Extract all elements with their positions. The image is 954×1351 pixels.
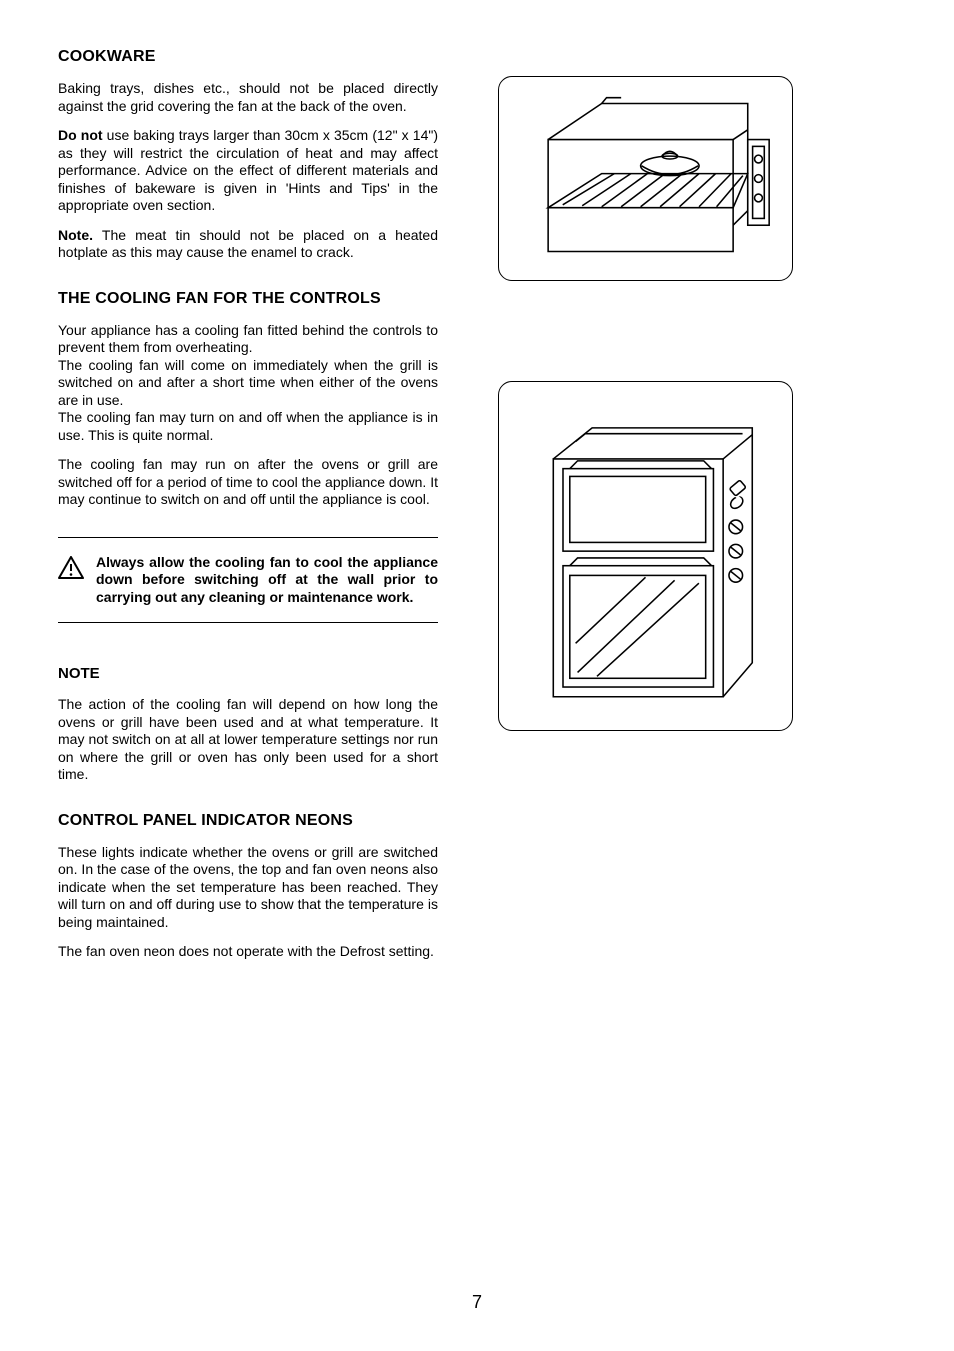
cooling-p4: The cooling fan may run on after the ove… <box>58 456 438 509</box>
cookware-p2-rest: use baking trays larger than 30cm x 35cm… <box>58 127 438 213</box>
page-number: 7 <box>0 1292 954 1313</box>
note-bold: Note. <box>58 227 93 243</box>
heading-neons: CONTROL PANEL INDICATOR NEONS <box>58 812 438 830</box>
figure-double-oven <box>498 381 793 731</box>
warning-block: Always allow the cooling fan to cool the… <box>58 552 438 609</box>
page-content: COOKWARE Baking trays, dishes etc., shou… <box>0 0 954 1013</box>
warning-triangle-icon <box>58 556 84 580</box>
figure-oven-tray <box>498 76 793 281</box>
cookware-p3: Note. The meat tin should not be placed … <box>58 227 438 262</box>
oven-tray-illustration-icon <box>509 86 782 271</box>
double-oven-illustration-icon <box>509 391 782 721</box>
note-p1: The action of the cooling fan will depen… <box>58 696 438 784</box>
cooling-p2: The cooling fan will come on immediately… <box>58 357 438 410</box>
left-column: COOKWARE Baking trays, dishes etc., shou… <box>58 48 438 973</box>
divider-bottom <box>58 622 438 623</box>
divider-top <box>58 537 438 538</box>
heading-note: NOTE <box>58 665 438 682</box>
do-not-bold: Do not <box>58 127 103 143</box>
cookware-p1: Baking trays, dishes etc., should not be… <box>58 80 438 115</box>
heading-cooling-fan: THE COOLING FAN FOR THE CONTROLS <box>58 290 438 308</box>
cooling-p3: The cooling fan may turn on and off when… <box>58 409 438 444</box>
heading-cookware: COOKWARE <box>58 48 438 66</box>
neons-p1: These lights indicate whether the ovens … <box>58 844 438 932</box>
cookware-p3-rest: The meat tin should not be placed on a h… <box>58 227 438 261</box>
cooling-p1: Your appliance has a cooling fan fitted … <box>58 322 438 357</box>
neons-p2: The fan oven neon does not operate with … <box>58 943 438 961</box>
warning-text: Always allow the cooling fan to cool the… <box>96 554 438 607</box>
cookware-p2: Do not use baking trays larger than 30cm… <box>58 127 438 215</box>
right-column <box>498 48 798 973</box>
